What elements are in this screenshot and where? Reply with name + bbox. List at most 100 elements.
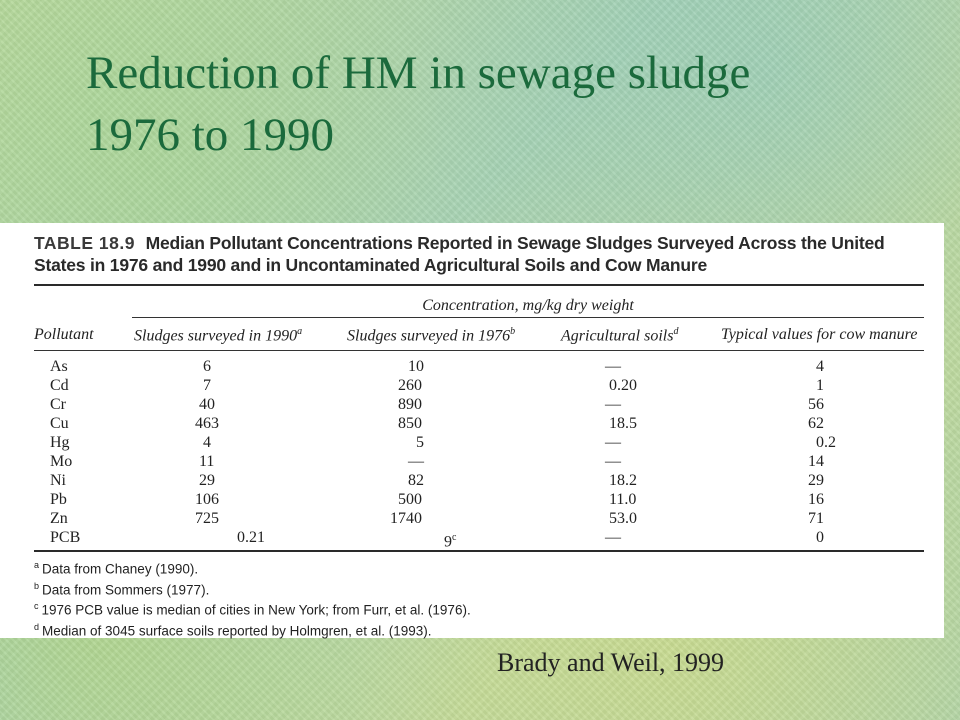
cell-cow-manure: 0.2: [816, 434, 836, 451]
table-row: Cd 7 260 0.20 1: [0, 376, 944, 395]
cell-sludge-1976-value: 9: [444, 533, 452, 551]
cell-sludge-1990: 725: [195, 510, 219, 527]
slide-title-line-1: Reduction of HM in sewage sludge: [86, 47, 751, 99]
cell-sludge-1990: 11: [199, 453, 215, 470]
cell-pollutant: Mo: [50, 453, 73, 470]
table-bottom-rule: [34, 550, 924, 552]
table-number: TABLE 18.9: [34, 233, 135, 253]
cell-sludge-1976: 1740: [390, 510, 422, 527]
table-footnotes: a Data from Chaney (1990). b Data from Som…: [34, 557, 471, 639]
cell-sludge-1990: 0.21: [237, 529, 265, 546]
table-row: Ni 29 82 18.2 29: [0, 471, 944, 490]
span-header-rule: [132, 317, 924, 318]
footnote-mark: b: [34, 580, 40, 591]
cell-pollutant: Cu: [50, 415, 69, 432]
table-caption: TABLE 18.9 Median Pollutant Concentratio…: [34, 232, 926, 276]
cell-pollutant: As: [50, 358, 68, 375]
cell-cow-manure: 16: [808, 491, 824, 508]
col-header-sludge-1976: Sludges surveyed in 1976b: [347, 326, 515, 345]
cell-sludge-1976: 5: [416, 434, 424, 451]
cell-sludge-1976: 260: [398, 377, 422, 394]
cell-pollutant: Cr: [50, 396, 66, 413]
footnote-mark: a: [34, 560, 40, 570]
col-header-cow-manure: Typical values for cow manure: [721, 326, 917, 344]
col-header-sludge-1976-label: Sludges surveyed in 1976: [347, 327, 511, 345]
footnote-text: 1976 PCB value is median of cities in Ne…: [41, 602, 471, 618]
col-header-cow-manure-label: Typical values for cow manure: [721, 326, 918, 343]
cell-sludge-1990: 6: [203, 358, 211, 375]
source-credit: Brady and Weil, 1999: [497, 648, 725, 677]
cell-sludge-1976: 890: [398, 396, 422, 413]
footnote-mark: d: [34, 621, 40, 632]
col-header-sludge-1990-label: Sludges surveyed in 1990: [134, 327, 298, 345]
cell-sludge-1976: 82: [408, 472, 424, 489]
table-row: Pb 106 500 11.0 16: [0, 490, 944, 509]
footnote-mark: c: [34, 601, 39, 611]
cell-sludge-1990: 4: [203, 434, 211, 451]
cell-cow-manure: 56: [808, 396, 824, 413]
cell-ag-soils: 11.0: [609, 491, 637, 508]
table-row: As 6 10 — 4: [0, 357, 944, 376]
cell-sludge-1990: 7: [203, 377, 211, 394]
footnote-mark: b: [510, 326, 516, 337]
cell-ag-soils: —: [605, 396, 621, 413]
cell-sludge-1976: —: [408, 453, 424, 470]
table-caption-text: Median Pollutant Concentrations Reported…: [34, 233, 885, 275]
cell-cow-manure: 0: [816, 529, 824, 546]
cell-ag-soils: 0.20: [609, 377, 637, 394]
footnote-b: b Data from Sommers (1977).: [34, 578, 471, 599]
cell-cow-manure: 29: [808, 472, 824, 489]
cell-pollutant: Zn: [50, 510, 68, 527]
cell-ag-soils: 53.0: [609, 510, 637, 527]
footnote-d: d Median of 3045 surface soils reported b…: [34, 619, 471, 640]
cell-pollutant: PCB: [50, 529, 81, 546]
cell-sludge-1990: 106: [195, 491, 219, 508]
cell-cow-manure: 4: [816, 358, 824, 375]
col-header-pollutant: Pollutant: [34, 326, 94, 344]
cell-cow-manure: 14: [808, 453, 824, 470]
cell-sludge-1990: 40: [199, 396, 215, 413]
col-header-ag-soils-label: Agricultural soils: [561, 327, 674, 345]
cell-cow-manure: 1: [816, 377, 824, 394]
concentration-span-header: Concentration, mg/kg dry weight: [422, 297, 634, 314]
cell-sludge-1990: 463: [195, 415, 219, 432]
cell-ag-soils: 18.5: [609, 415, 637, 432]
cell-ag-soils: —: [605, 358, 621, 375]
cell-pollutant: Ni: [50, 472, 66, 489]
table-row: PCB 0.21 9c — 0: [0, 528, 944, 550]
cell-ag-soils: —: [605, 529, 621, 546]
table-row: Cr 40 890 — 56: [0, 395, 944, 414]
cell-ag-soils: 18.2: [609, 472, 637, 489]
footnote-c: c 1976 PCB value is median of cities in N…: [34, 598, 471, 619]
cell-pollutant: Cd: [50, 377, 69, 394]
col-header-pollutant-label: Pollutant: [34, 326, 94, 343]
footnote-mark: d: [673, 326, 679, 337]
cell-cow-manure: 71: [808, 510, 824, 527]
table-row: Zn 725 1740 53.0 71: [0, 509, 944, 528]
cell-ag-soils: —: [605, 434, 621, 451]
col-header-sludge-1990: Sludges surveyed in 1990a: [134, 326, 302, 345]
table-row: Hg 4 5 — 0.2: [0, 433, 944, 452]
cell-pollutant: Pb: [50, 491, 67, 508]
cell-sludge-1976: 500: [398, 491, 422, 508]
footnote-text: Data from Chaney (1990).: [42, 561, 199, 577]
table-image-panel: TABLE 18.9 Median Pollutant Concentratio…: [0, 223, 944, 638]
cell-sludge-1976: 850: [398, 415, 422, 432]
footnote-text: Median of 3045 surface soils reported by…: [42, 623, 432, 638]
cell-cow-manure: 62: [808, 415, 824, 432]
cell-sludge-1990: 29: [199, 472, 215, 489]
footnote-a: a Data from Chaney (1990).: [34, 557, 471, 578]
footnote-text: Data from Sommers (1977).: [42, 582, 210, 597]
cell-sludge-1976: 10: [408, 358, 424, 375]
header-bottom-rule: [34, 350, 924, 351]
col-header-ag-soils: Agricultural soilsd: [561, 326, 678, 345]
cell-sludge-1976: 9c: [444, 528, 456, 551]
cell-pollutant: Hg: [50, 434, 70, 451]
footnote-mark: a: [297, 326, 303, 337]
table-row: Mo 11 — — 14: [0, 452, 944, 471]
table-top-rule: [34, 284, 924, 286]
slide-title-line-2: 1976 to 1990: [86, 109, 335, 161]
table-row: Cu 463 850 18.5 62: [0, 414, 944, 433]
footnote-mark: c: [452, 532, 457, 543]
slide-title: Reduction of HM in sewage sludge 1976 to…: [86, 42, 750, 166]
